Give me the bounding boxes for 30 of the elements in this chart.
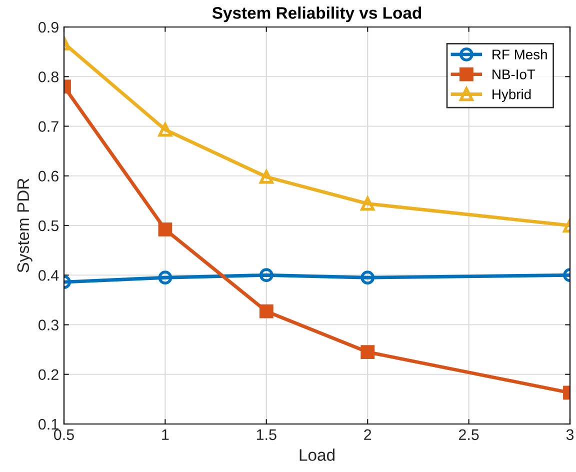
x-tick-label: 1	[162, 429, 169, 440]
y-tick-label: 0.2	[38, 369, 58, 380]
x-tick-label: 0.5	[54, 429, 74, 440]
y-tick-label: 0.7	[38, 121, 58, 132]
x-tick-label: 2.5	[458, 429, 479, 440]
point	[259, 268, 274, 282]
chart-title: System Reliability vs Load	[212, 6, 422, 22]
legend-label: RF Mesh	[492, 49, 547, 60]
point	[259, 170, 274, 184]
y-tick-label: 0.5	[38, 220, 58, 232]
point	[158, 270, 172, 285]
point	[158, 222, 172, 236]
legend-label: Hybrid	[492, 89, 531, 102]
point	[360, 270, 375, 285]
point	[360, 345, 375, 359]
point	[259, 304, 274, 318]
y-tick-label: 0.9	[38, 22, 58, 33]
y-tick-label: 0.6	[38, 170, 58, 182]
x-tick-label: 1.5	[256, 429, 276, 440]
y-tick-label: 0.8	[38, 71, 58, 82]
y-tick-label: 0.1	[38, 418, 58, 430]
point	[158, 122, 172, 137]
y-tick-label: 0.4	[38, 270, 59, 281]
x-tick-label: 2	[364, 429, 372, 440]
legend-label: NB-IoT	[492, 70, 536, 80]
x-tick-label: 3	[566, 429, 574, 440]
x-axis-title: Load	[300, 448, 334, 461]
point	[360, 196, 375, 211]
y-axis-title: System PDR	[17, 178, 32, 272]
y-tick-label: 0.3	[38, 320, 58, 330]
